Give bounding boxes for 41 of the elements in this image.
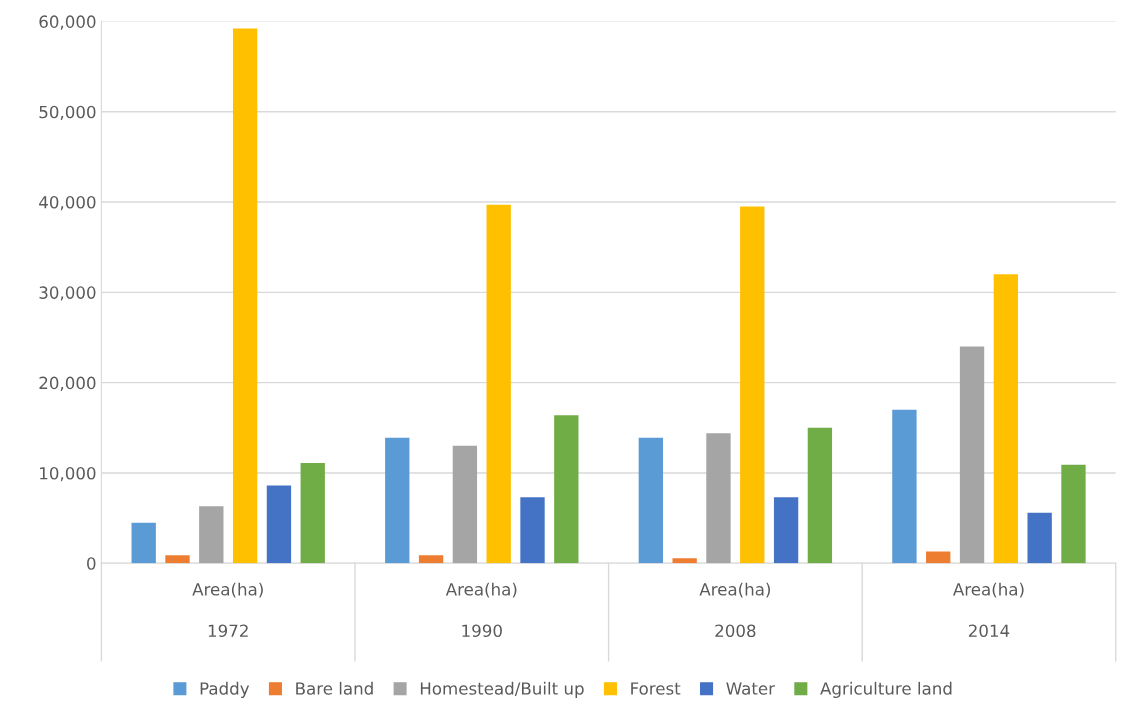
bar [199, 506, 224, 564]
category-label: Area(ha) 1990 [445, 582, 517, 638]
bar [385, 437, 410, 564]
bar [554, 415, 579, 564]
bar [165, 555, 190, 564]
category-label: Area(ha) 1972 [192, 582, 263, 638]
bar [1027, 512, 1052, 564]
bar [926, 551, 951, 564]
legend-label: Water [726, 682, 775, 695]
y-tick-label: 0 [87, 557, 96, 570]
bar [452, 445, 478, 564]
bar [266, 485, 292, 564]
legend-label: Forest [631, 682, 681, 695]
y-tick-label: 40,000 [39, 195, 96, 211]
y-tick-label: 60,000 [39, 15, 96, 30]
legend-label: Homestead/Built up [420, 681, 584, 698]
bar [1061, 464, 1086, 564]
legend-label: Paddy [200, 681, 250, 698]
bar [993, 274, 1019, 564]
bar [486, 204, 511, 564]
bar [773, 497, 799, 564]
bar [740, 206, 765, 564]
bar [706, 433, 731, 564]
bar [807, 427, 833, 564]
y-tick-label: 10,000 [40, 466, 96, 482]
bar [300, 463, 325, 564]
legend-label: Bare land [296, 681, 373, 695]
bar [520, 497, 545, 564]
y-tick-label: 20,000 [39, 376, 96, 391]
bar [892, 409, 917, 564]
bar [418, 555, 444, 564]
category-label: Area(ha) 2008 [699, 582, 770, 638]
y-tick-label: 30,000 [39, 286, 96, 301]
bar [638, 437, 664, 564]
bar [959, 346, 985, 564]
y-tick-label: 50,000 [39, 105, 96, 120]
legend-label: Agriculture land [820, 681, 952, 698]
bar [232, 28, 258, 564]
category-label: Area(ha) 2014 [953, 582, 1024, 638]
bar [131, 522, 156, 564]
bar [672, 558, 697, 564]
